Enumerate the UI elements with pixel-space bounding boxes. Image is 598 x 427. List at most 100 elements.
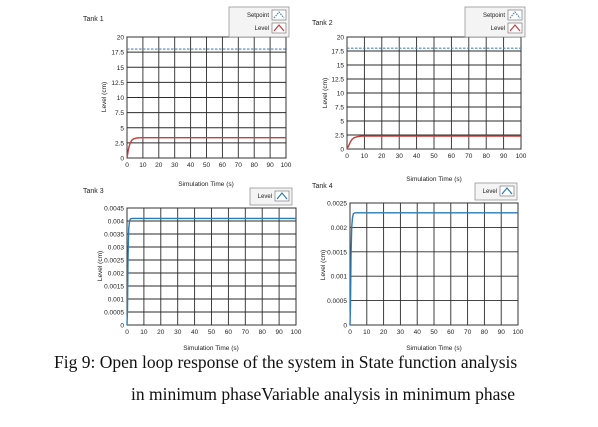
x-tick-label: 90 <box>500 153 508 160</box>
x-tick-label: 10 <box>363 329 371 336</box>
y-tick-label: 0.004 <box>108 219 125 226</box>
x-tick-label: 100 <box>513 329 524 336</box>
y-tick-label: 0 <box>120 156 124 163</box>
y-tick-label: 2.5 <box>115 140 124 147</box>
x-tick-label: 60 <box>447 329 455 336</box>
y-tick-label: 0.0025 <box>104 258 124 265</box>
y-tick-label: 10 <box>117 95 125 102</box>
chart-title: Tank 2 <box>312 20 333 27</box>
x-tick-label: 30 <box>171 162 179 169</box>
x-tick-label: 50 <box>430 153 438 160</box>
y-tick-label: 0.001 <box>331 274 348 281</box>
y-axis-label: Level (cm) <box>97 251 104 281</box>
x-tick-label: 40 <box>187 162 195 169</box>
x-tick-label: 30 <box>174 329 182 336</box>
y-axis-label: Level (cm) <box>320 250 327 280</box>
x-tick-label: 40 <box>191 329 199 336</box>
y-tick-label: 0.002 <box>331 225 348 232</box>
chart-tank-2: 0 10 20 30 40 50 60 70 80 90 100 0 2.5 5 7.5 10 12.5 15 17… <box>312 6 527 183</box>
legend-label: Level <box>491 26 505 32</box>
y-tick-label: 0.0025 <box>327 201 347 208</box>
series-line-level <box>126 136 286 159</box>
legend-label: Setpoint <box>483 13 505 19</box>
x-tick-label: 60 <box>225 329 233 336</box>
x-tick-label: 0 <box>125 329 129 336</box>
x-tick-label: 40 <box>414 329 422 336</box>
x-tick-label: 30 <box>397 329 405 336</box>
x-tick-label: 50 <box>203 162 211 169</box>
x-tick-label: 10 <box>361 153 369 160</box>
legend-marker-level <box>501 187 513 195</box>
legend: Level <box>249 187 293 206</box>
legend: Setpoint Level <box>464 6 526 38</box>
y-tick-label: 0 <box>340 147 344 154</box>
y-tick-label: 0.003 <box>108 245 125 252</box>
x-tick-label: 20 <box>380 329 388 336</box>
x-tick-label: 80 <box>483 153 491 160</box>
series-line-level <box>126 217 296 326</box>
x-tick-label: 0 <box>345 153 349 160</box>
y-tick-label: 17.5 <box>111 50 124 57</box>
y-axis-label: Level (cm) <box>322 78 329 108</box>
y-tick-label: 20 <box>337 35 345 42</box>
chart-title: Tank 4 <box>312 183 333 190</box>
x-axis-label: Simulation Time (s) <box>183 345 239 352</box>
y-tick-label: 0.001 <box>108 297 125 304</box>
x-tick-label: 60 <box>219 162 227 169</box>
y-axis-label: Level (cm) <box>101 82 108 112</box>
legend-marker-setpoint <box>509 11 521 19</box>
legend-label: Setpoint <box>247 13 269 19</box>
y-tick-label: 0.002 <box>108 271 125 278</box>
x-axis-label: Simulation Time (s) <box>406 176 462 183</box>
legend-marker-level <box>509 24 521 32</box>
y-tick-label: 7.5 <box>335 105 344 112</box>
x-tick-label: 20 <box>155 162 163 169</box>
x-tick-label: 70 <box>235 162 243 169</box>
y-tick-label: 15 <box>337 63 345 70</box>
y-tick-label: 12.5 <box>111 80 124 87</box>
x-tick-label: 60 <box>448 153 456 160</box>
y-tick-label: 12.5 <box>331 77 344 84</box>
x-tick-label: 10 <box>140 329 148 336</box>
y-tick-label: 0 <box>120 323 124 330</box>
legend-marker-level <box>276 192 288 200</box>
chart-title: Tank 3 <box>83 188 104 195</box>
legend-marker-setpoint <box>273 11 285 19</box>
figure-caption-line-2: in minimum phaseVariable analysis in min… <box>131 384 515 404</box>
chart-tank-1: 0 10 20 30 40 50 60 70 80 90 100 0 2.5 5 7.5 10 12.5 15 17… <box>83 6 292 188</box>
x-tick-label: 40 <box>413 153 421 160</box>
series-line-level <box>346 135 521 150</box>
x-axis-label: Simulation Time (s) <box>406 345 462 352</box>
chart-tank-3: 0 10 20 30 40 50 60 70 80 90 100 0 0.0005 0.001 0.0015… <box>83 187 302 352</box>
y-tick-label: 0.0015 <box>327 249 347 256</box>
x-tick-label: 80 <box>481 329 489 336</box>
legend: Level <box>474 182 518 201</box>
x-tick-label: 70 <box>464 329 472 336</box>
x-tick-label: 10 <box>139 162 147 169</box>
y-tick-label: 5 <box>340 119 344 126</box>
chart-title: Tank 1 <box>83 16 104 23</box>
x-tick-label: 70 <box>465 153 473 160</box>
y-tick-label: 5 <box>120 125 124 132</box>
figure-caption-line-1: Fig 9: Open loop response of the system … <box>54 352 518 372</box>
y-tick-label: 0.0015 <box>104 284 124 291</box>
x-axis-label: Simulation Time (s) <box>178 181 234 188</box>
legend-swatch <box>274 190 290 202</box>
x-tick-label: 80 <box>259 329 267 336</box>
x-tick-label: 30 <box>396 153 404 160</box>
x-tick-label: 0 <box>348 329 352 336</box>
x-tick-label: 50 <box>430 329 438 336</box>
y-tick-label: 0.0035 <box>104 232 124 239</box>
y-tick-label: 0.0005 <box>327 298 347 305</box>
x-tick-label: 90 <box>498 329 506 336</box>
legend-swatch <box>499 185 515 197</box>
legend-swatch <box>507 9 523 21</box>
x-tick-label: 100 <box>281 162 292 169</box>
x-tick-label: 90 <box>266 162 274 169</box>
legend-label: Level <box>258 194 272 200</box>
y-tick-label: 2.5 <box>335 133 344 140</box>
y-tick-label: 15 <box>117 65 125 72</box>
x-tick-label: 50 <box>208 329 216 336</box>
y-tick-label: 0 <box>343 323 347 330</box>
